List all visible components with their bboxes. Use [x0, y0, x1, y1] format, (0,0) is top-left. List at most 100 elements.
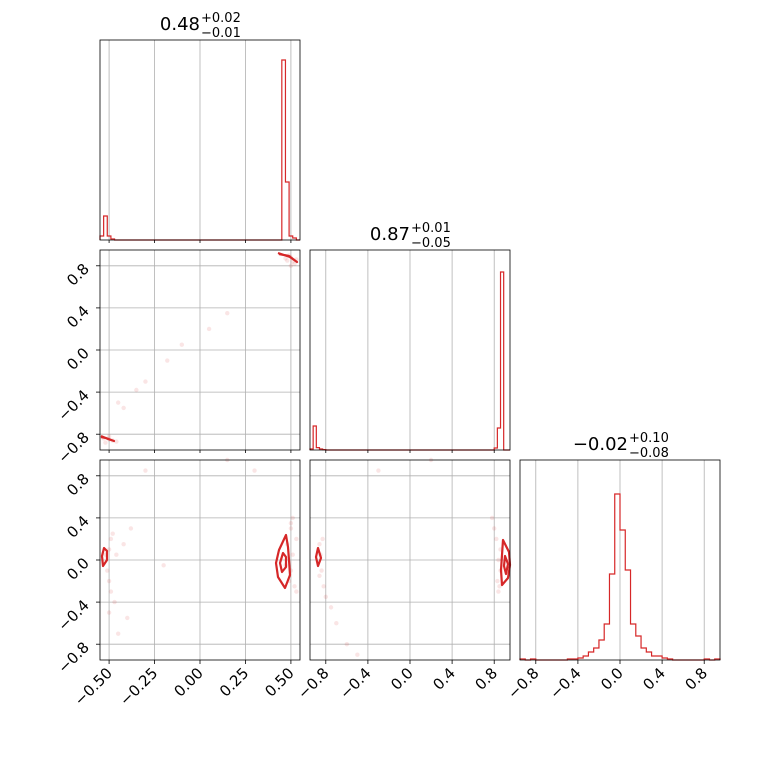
sample-point: [110, 531, 115, 536]
title-p0-value: 0.48: [160, 14, 200, 35]
contour-p0-p2-right-inner: [278, 551, 288, 574]
sample-point: [206, 326, 212, 332]
scatter-p0-p1-points: [101, 253, 299, 445]
sample-point: [497, 584, 502, 589]
sample-point: [290, 552, 295, 557]
xtick-label: 0.0: [597, 664, 627, 694]
title-p2-value: −0.02: [573, 434, 628, 455]
scatter-p0-p2-points: [103, 457, 299, 636]
sample-point: [125, 615, 130, 621]
contour-p1-p2-right-inner: [502, 554, 510, 576]
xtick-label: −0.8: [504, 664, 542, 702]
sample-point: [115, 400, 121, 405]
sample-point: [252, 468, 257, 473]
xtick-label: −0.50: [71, 664, 116, 709]
sample-point: [355, 652, 360, 657]
sample-point: [161, 563, 166, 568]
ytick-label: −0.4: [54, 386, 92, 424]
ytick-label: −0.8: [54, 428, 92, 466]
ytick-label: 0.8: [63, 260, 93, 290]
sample-point: [317, 542, 322, 547]
sample-point: [494, 536, 499, 542]
sample-point: [334, 620, 339, 626]
sample-point: [489, 515, 495, 521]
sample-point: [165, 358, 170, 363]
sample-point: [103, 440, 108, 445]
sample-point: [106, 578, 112, 584]
scatter-panel-p0-p2: −0.8 −0.4 0.0 0.4 0.8 −0.50 −0.25 0.00 0.25 0.50: [54, 457, 301, 709]
sample-point: [143, 468, 148, 473]
xtick-label: 0.8: [681, 664, 711, 694]
sample-point: [128, 526, 134, 531]
scatter-p1-p2-gridlines: [310, 460, 510, 660]
sample-point: [112, 599, 117, 605]
sample-point: [321, 584, 326, 589]
sample-point: [225, 310, 230, 316]
contour-p0-p2-right-outer: [274, 533, 292, 590]
title-p2-plus: +0.10: [629, 431, 669, 446]
xtick-label: −0.4: [336, 664, 374, 702]
sample-point: [496, 557, 501, 563]
ytick-label: 0.8: [63, 470, 93, 500]
scatter-panel-p0-p1: −0.8 −0.4 0.0 0.4 0.8: [54, 249, 301, 467]
sample-point: [106, 434, 112, 439]
title-p0-plus: +0.02: [201, 11, 241, 26]
xtick-label: 0.00: [170, 664, 206, 700]
sample-point: [288, 263, 294, 268]
xtick-label: −0.25: [116, 664, 161, 709]
title-p2: −0.02: [573, 434, 628, 455]
ytick-label: −0.4: [54, 596, 92, 634]
scatter-panel-p1-p2: −0.8 −0.4 0.0 0.4 0.8: [294, 457, 512, 703]
sample-point: [114, 552, 119, 557]
sample-point: [105, 568, 110, 573]
xtick-label: 0.25: [216, 664, 252, 700]
sample-point: [121, 405, 126, 411]
title-p1: 0.87: [370, 224, 410, 245]
sample-point: [106, 610, 112, 615]
title-p2-minus: −0.08: [629, 446, 669, 461]
histogram-p2-gridlines: [535, 460, 705, 660]
sample-point: [179, 342, 185, 347]
sample-point: [376, 468, 381, 473]
xtick-label: 0.8: [471, 664, 501, 694]
sample-point: [496, 589, 501, 594]
title-p0-minus: −0.01: [201, 26, 241, 41]
p1-xaxis-ticks: −0.8 −0.4 0.0 0.4 0.8: [294, 660, 501, 703]
contour-p1-p2-left: [314, 546, 323, 568]
contour-p0-p1-lower: [100, 434, 116, 443]
sample-point: [115, 631, 121, 636]
p0-xaxis-ticks: −0.50 −0.25 0.00 0.25 0.50: [71, 660, 298, 709]
sample-point: [323, 594, 328, 600]
sample-point: [285, 258, 290, 263]
title-p1-value: 0.87: [370, 224, 410, 245]
sample-point: [283, 256, 288, 261]
sample-point: [114, 439, 119, 444]
sample-point: [288, 526, 294, 531]
xtick-label: 0.50: [261, 664, 297, 700]
histogram-p0-gridlines: [108, 40, 292, 240]
sample-point: [344, 642, 350, 647]
contour-p0-p1-upper: [277, 251, 299, 264]
sample-point: [317, 573, 322, 578]
sample-point: [292, 261, 297, 266]
histogram-panel-p1: 0.87 +0.01 −0.05: [309, 221, 511, 451]
sample-point: [134, 387, 139, 393]
ytick-label: −0.8: [54, 638, 92, 676]
histogram-panel-p0: 0.48 +0.02 −0.01: [99, 11, 301, 241]
title-p0: 0.48: [160, 14, 200, 35]
histogram-panel-p2: −0.02 +0.10 −0.08 −0.8 −0.4 0.0 0.4 0.8: [504, 431, 721, 703]
sample-point: [121, 542, 126, 547]
ytick-label: 0.0: [63, 554, 93, 584]
sample-point: [108, 589, 114, 594]
ytick-label: 0.0: [63, 344, 93, 374]
contour-p0-p2-left: [100, 546, 109, 568]
sample-point: [294, 536, 299, 542]
p1-yaxis-ticks-row2: −0.8 −0.4 0.0 0.4 0.8: [54, 260, 100, 467]
title-p1-plus: +0.01: [411, 221, 451, 236]
sample-point: [495, 578, 500, 584]
xtick-label: 0.4: [429, 664, 459, 694]
scatter-p0-p2-gridlines: [100, 460, 300, 660]
sample-point: [328, 605, 334, 610]
xtick-label: 0.0: [387, 664, 417, 694]
sample-point: [288, 520, 294, 526]
